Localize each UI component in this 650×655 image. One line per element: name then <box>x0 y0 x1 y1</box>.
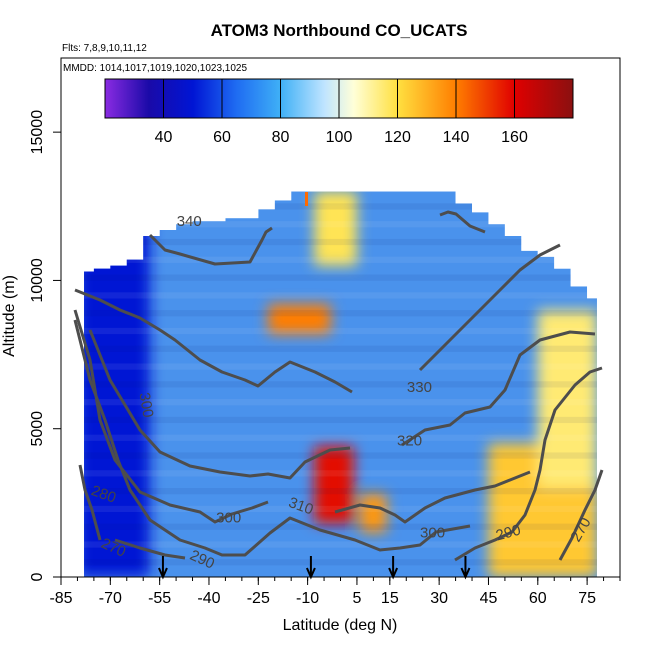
co-feature <box>314 446 354 524</box>
altitude-stripe <box>84 274 597 281</box>
theta-contour-340-b <box>439 210 486 234</box>
altitude-stripe <box>84 292 597 299</box>
x-tick-label: 75 <box>578 590 596 607</box>
altitude-stripe <box>84 256 597 263</box>
y-tick-label: 0 <box>29 572 46 581</box>
x-tick-label: -55 <box>148 590 171 607</box>
theta-contour-290-b <box>454 366 603 562</box>
colorbar-ticks: 40 60 80 100 120 140 160 <box>155 79 528 146</box>
profile-arrow-head <box>158 567 168 580</box>
contour-label: 330 <box>407 379 432 396</box>
altitude-stripe <box>84 541 597 548</box>
contour-label: 340 <box>177 213 202 230</box>
contour-label: 300 <box>216 510 241 527</box>
y-axis: 0 5000 10000 15000 <box>29 110 61 581</box>
x-tick-label: -10 <box>296 590 319 607</box>
x-tick-label: -85 <box>49 590 72 607</box>
y-axis-label: Altitude (m) <box>1 275 18 357</box>
x-axis: -85 -70 -55 -40 -25 -10 5 15 30 45 60 75 <box>49 577 621 607</box>
profile-arrow-head <box>460 567 471 580</box>
altitude-stripe <box>84 238 597 246</box>
profile-arrows <box>158 556 471 580</box>
x-tick-label: -40 <box>197 590 220 607</box>
x-axis-label: Latitude (deg N) <box>283 617 398 634</box>
theta-contour-310-b <box>334 470 531 524</box>
colorbar-tick-label: 100 <box>326 129 353 146</box>
altitude-stripe <box>84 416 597 424</box>
altitude-stripe <box>84 434 597 441</box>
contour-label: 320 <box>397 433 422 450</box>
altitude-stripe <box>84 470 597 477</box>
chart-title: ATOM3 Northbound CO_UCATS <box>211 21 468 40</box>
x-tick-label: 45 <box>480 590 498 607</box>
co-feature <box>268 304 331 334</box>
x-tick-label: 60 <box>529 590 547 607</box>
altitude-stripe <box>84 345 597 352</box>
altitude-stripe <box>84 203 597 210</box>
flights-label: Flts: 7,8,9,10,11,12 <box>62 43 147 54</box>
colorbar-tick-label: 160 <box>501 129 528 146</box>
y-tick-label: 15000 <box>29 110 46 155</box>
colorbar-tick-label: 120 <box>384 129 411 146</box>
altitude-stripe <box>84 191 597 192</box>
y-tick-label: 5000 <box>29 411 46 447</box>
colorbar-tick-label: 80 <box>272 129 290 146</box>
theta-contour-270 <box>558 469 604 561</box>
colorbar-tick-label: 140 <box>443 129 470 146</box>
spike-marker <box>305 192 308 206</box>
contour-label: 300 <box>135 391 156 419</box>
y-tick-label: 10000 <box>29 258 46 303</box>
altitude-stripe <box>84 488 597 495</box>
x-tick-label: -25 <box>247 590 270 607</box>
altitude-stripe <box>84 327 597 335</box>
colorbar-tick-label: 60 <box>213 129 231 146</box>
altitude-stripe <box>84 559 597 566</box>
x-tick-label: 15 <box>381 590 399 607</box>
theta-contour-320 <box>88 329 351 480</box>
colorbar-tick-label: 40 <box>155 129 173 146</box>
colorbar: 40 60 80 100 120 140 160 <box>104 78 574 146</box>
theta-contours <box>73 210 604 562</box>
contour-label: 300 <box>420 525 445 542</box>
altitude-stripe <box>84 310 597 317</box>
co-feature <box>314 191 357 266</box>
x-tick-label: 5 <box>352 590 361 607</box>
theta-contour-330-b <box>418 243 561 372</box>
theta-contour-330 <box>74 288 353 394</box>
theta-contour-300 <box>73 319 471 557</box>
theta-contour-340 <box>148 226 273 266</box>
mmdd-label: MMDD: 1014,1017,1019,1020,1023,1025 <box>63 63 247 74</box>
co-feature <box>537 310 597 489</box>
profile-arrow-head <box>388 567 399 580</box>
co-features <box>84 191 597 577</box>
altitude-stripe <box>84 221 597 228</box>
altitude-stripe <box>84 399 597 406</box>
altitude-stripe <box>84 452 597 459</box>
theta-contour-290 <box>114 538 186 560</box>
altitude-stripe <box>84 363 597 370</box>
theta-contour-280 <box>78 464 102 541</box>
co-feature <box>360 493 387 533</box>
theta-contour-320-b <box>401 330 596 447</box>
contour-label: 290 <box>494 522 523 545</box>
x-tick-label: -70 <box>99 590 122 607</box>
altitude-stripe <box>84 523 597 530</box>
profile-arrow-head <box>305 567 316 580</box>
x-tick-label: 30 <box>430 590 448 607</box>
